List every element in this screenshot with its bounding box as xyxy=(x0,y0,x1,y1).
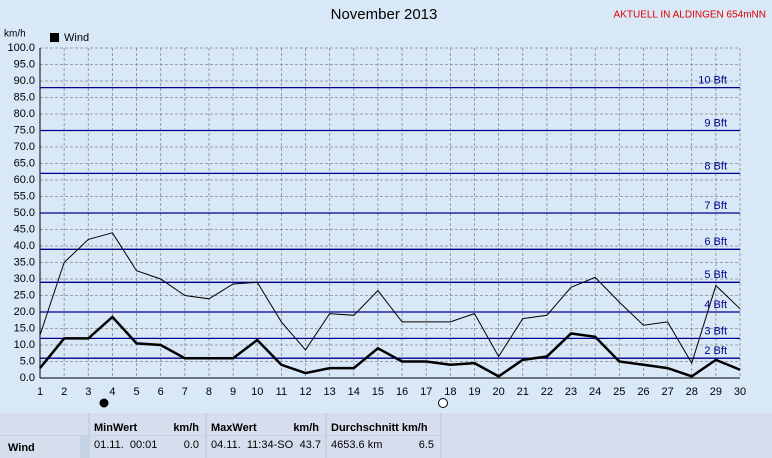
moon-new xyxy=(438,398,448,408)
y-tick-label: 65.0 xyxy=(14,157,35,169)
y-axis-label: km/h xyxy=(4,29,26,40)
x-tick-label: 26 xyxy=(637,386,649,398)
x-tick-label: 8 xyxy=(206,386,212,398)
x-tick-label: 4 xyxy=(109,386,115,398)
x-tick-label: 9 xyxy=(230,386,236,398)
reference-label: 2 Bft xyxy=(704,345,727,357)
data-line xyxy=(39,232,741,365)
reference-label: 10 Bft xyxy=(698,75,727,87)
value: 6.5 xyxy=(418,439,434,451)
x-tick-label: 24 xyxy=(589,386,601,398)
x-tick-label: 13 xyxy=(324,386,336,398)
y-tick-label: 60.0 xyxy=(14,174,35,186)
cell xyxy=(0,413,88,435)
x-tick-label: 30 xyxy=(734,386,746,398)
cell: 01.11. 00:01 0.0 xyxy=(90,436,205,458)
y-tick-label: 0.0 xyxy=(20,372,35,384)
x-tick-label: 15 xyxy=(372,386,384,398)
x-tick-label: 17 xyxy=(420,386,432,398)
x-tick-label: 2 xyxy=(61,386,67,398)
cell xyxy=(442,413,772,458)
value: 01.11. 00:01 xyxy=(94,439,158,451)
y-tick-label: 45.0 xyxy=(14,223,35,235)
reference-label: 7 Bft xyxy=(704,200,727,212)
x-tick-label: 29 xyxy=(710,386,722,398)
header: Durchschnitt km/h xyxy=(331,422,428,434)
station-note: AKTUELL IN ALDINGEN 654mNN xyxy=(614,10,766,21)
y-tick-label: 85.0 xyxy=(14,91,35,103)
x-tick-label: 25 xyxy=(613,386,625,398)
x-tick-label: 14 xyxy=(348,386,360,398)
stats-table: Wind MinWert km/h 01.11. 00:01 0.0 MaxWert… xyxy=(0,413,772,458)
reference-label: 4 Bft xyxy=(704,299,727,311)
legend-swatch xyxy=(50,33,59,42)
x-tick-label: 22 xyxy=(541,386,553,398)
header: km/h xyxy=(293,422,319,434)
x-tick-label: 19 xyxy=(468,386,480,398)
moon-full xyxy=(99,398,109,408)
x-tick-label: 27 xyxy=(661,386,673,398)
y-tick-label: 55.0 xyxy=(14,190,35,202)
x-tick-label: 7 xyxy=(182,386,188,398)
row-label: Wind xyxy=(0,436,80,458)
cell: 4653.6 km 6.5 xyxy=(327,436,440,458)
y-tick-label: 90.0 xyxy=(14,75,35,87)
x-tick-label: 5 xyxy=(133,386,139,398)
x-tick-label: 11 xyxy=(276,386,287,398)
y-tick-label: 30.0 xyxy=(14,273,35,285)
y-tick-label: 5.0 xyxy=(20,355,35,367)
chart-title: November 2013 xyxy=(331,6,438,23)
header: MaxWert xyxy=(211,422,257,434)
y-tick-label: 70.0 xyxy=(14,141,35,153)
y-tick-label: 95.0 xyxy=(14,58,35,70)
x-tick-label: 16 xyxy=(396,386,408,398)
header: MinWert xyxy=(94,422,138,434)
cell: 04.11. 11:34-SO 43.7 xyxy=(207,436,325,458)
x-tick-label: 6 xyxy=(158,386,164,398)
x-tick-label: 1 xyxy=(37,386,43,398)
x-tick-label: 20 xyxy=(492,386,504,398)
reference-label: 5 Bft xyxy=(704,269,727,281)
y-tick-label: 10.0 xyxy=(14,339,35,351)
y-tick-label: 25.0 xyxy=(14,289,35,301)
reference-label: 6 Bft xyxy=(704,236,727,248)
x-tick-label: 28 xyxy=(686,386,698,398)
reference-label: 3 Bft xyxy=(704,325,727,337)
y-tick-label: 80.0 xyxy=(14,108,35,120)
header-cell: MaxWert km/h xyxy=(207,413,325,435)
y-tick-label: 75.0 xyxy=(14,124,35,136)
value: 0.0 xyxy=(183,439,199,451)
x-tick-label: 3 xyxy=(85,386,91,398)
x-tick-label: 18 xyxy=(444,386,456,398)
header-cell: Durchschnitt km/h xyxy=(327,413,440,435)
value: 4653.6 km xyxy=(331,439,383,451)
chart: November 2013 AKTUELL IN ALDINGEN 654mNN… xyxy=(4,6,766,408)
y-tick-label: 40.0 xyxy=(14,240,35,252)
value: 43.7 xyxy=(299,439,321,451)
y-tick-label: 15.0 xyxy=(14,322,35,334)
y-tick-label: 35.0 xyxy=(14,256,35,268)
reference-label: 8 Bft xyxy=(704,160,727,172)
header-cell: MinWert km/h xyxy=(90,413,205,435)
x-tick-label: 23 xyxy=(565,386,577,398)
header: km/h xyxy=(173,422,199,434)
y-tick-label: 100.0 xyxy=(7,42,35,54)
legend-label: Wind xyxy=(64,32,89,44)
x-tick-label: 10 xyxy=(251,386,263,398)
value: 04.11. 11:34-SO xyxy=(211,439,294,451)
y-tick-label: 50.0 xyxy=(14,207,35,219)
x-tick-label: 21 xyxy=(517,386,529,398)
y-tick-label: 20.0 xyxy=(14,306,35,318)
data-line xyxy=(39,315,741,378)
x-tick-label: 12 xyxy=(299,386,311,398)
reference-label: 9 Bft xyxy=(704,117,727,129)
